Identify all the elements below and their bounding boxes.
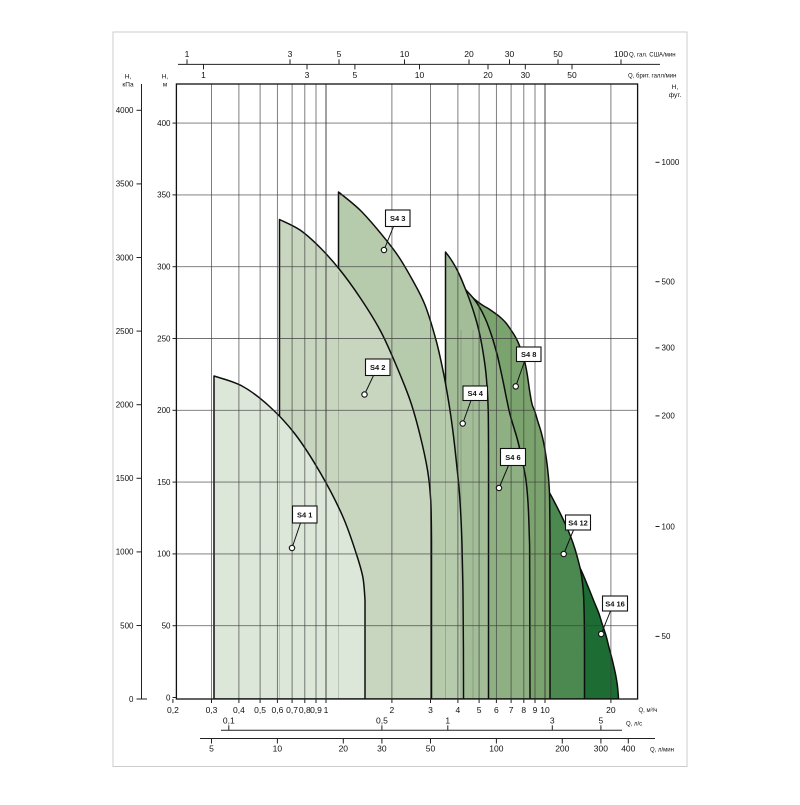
- svg-text:50: 50: [426, 744, 436, 754]
- svg-text:30: 30: [377, 744, 387, 754]
- svg-text:3: 3: [428, 705, 433, 715]
- svg-text:10: 10: [400, 49, 410, 59]
- svg-text:S4 1: S4 1: [297, 510, 312, 519]
- svg-text:200: 200: [662, 412, 676, 421]
- svg-text:S4 3: S4 3: [390, 214, 405, 223]
- svg-text:S4 16: S4 16: [605, 599, 625, 608]
- svg-text:0: 0: [166, 693, 171, 702]
- svg-text:1: 1: [185, 49, 190, 59]
- svg-text:4: 4: [456, 705, 461, 715]
- svg-text:S4 6: S4 6: [505, 453, 520, 462]
- svg-text:0,5: 0,5: [376, 716, 388, 726]
- svg-text:5: 5: [209, 744, 214, 754]
- svg-text:10: 10: [540, 705, 550, 715]
- svg-text:5: 5: [337, 49, 342, 59]
- svg-text:3000: 3000: [116, 253, 134, 262]
- svg-text:3: 3: [305, 70, 310, 80]
- svg-text:м: м: [163, 82, 168, 89]
- svg-text:S4 8: S4 8: [521, 350, 536, 359]
- svg-text:Q, гал. США/мин: Q, гал. США/мин: [629, 53, 676, 59]
- svg-text:0,2: 0,2: [167, 705, 179, 715]
- svg-text:3500: 3500: [116, 180, 134, 189]
- svg-text:2: 2: [390, 705, 395, 715]
- svg-text:20: 20: [464, 49, 474, 59]
- svg-text:20: 20: [483, 70, 493, 80]
- svg-text:2500: 2500: [116, 327, 134, 336]
- svg-text:S4 2: S4 2: [370, 363, 385, 372]
- svg-text:400: 400: [621, 744, 635, 754]
- svg-text:50: 50: [567, 70, 577, 80]
- svg-text:Q, л/мин: Q, л/мин: [650, 748, 674, 754]
- svg-text:0,3: 0,3: [206, 705, 218, 715]
- svg-text:100: 100: [614, 49, 628, 59]
- svg-text:5: 5: [599, 716, 604, 726]
- svg-text:3: 3: [550, 716, 555, 726]
- svg-text:H,: H,: [672, 84, 679, 91]
- svg-text:300: 300: [594, 744, 608, 754]
- svg-text:3: 3: [288, 49, 293, 59]
- svg-text:50: 50: [553, 49, 563, 59]
- svg-text:2000: 2000: [116, 401, 134, 410]
- svg-text:10: 10: [415, 70, 425, 80]
- svg-text:8: 8: [521, 705, 526, 715]
- svg-text:0,6: 0,6: [271, 705, 283, 715]
- svg-text:200: 200: [555, 744, 569, 754]
- svg-text:4000: 4000: [116, 106, 134, 115]
- svg-text:500: 500: [120, 621, 134, 630]
- svg-text:20: 20: [339, 744, 349, 754]
- svg-text:5: 5: [353, 70, 358, 80]
- svg-text:0,8: 0,8: [299, 705, 311, 715]
- svg-text:S4 4: S4 4: [468, 389, 484, 398]
- svg-text:Q, брит. галл/мин: Q, брит. галл/мин: [628, 74, 676, 80]
- svg-text:кПа: кПа: [122, 82, 134, 89]
- svg-text:6: 6: [494, 705, 499, 715]
- svg-text:200: 200: [157, 406, 171, 415]
- svg-text:0: 0: [129, 695, 134, 704]
- svg-text:0,5: 0,5: [254, 705, 266, 715]
- svg-text:150: 150: [157, 478, 171, 487]
- svg-text:1: 1: [324, 705, 329, 715]
- svg-text:50: 50: [662, 632, 671, 641]
- svg-text:250: 250: [157, 334, 171, 343]
- svg-text:500: 500: [662, 278, 676, 287]
- svg-text:0,4: 0,4: [233, 705, 245, 715]
- svg-text:350: 350: [157, 191, 171, 200]
- svg-text:1: 1: [201, 70, 206, 80]
- svg-text:30: 30: [505, 49, 515, 59]
- svg-text:1: 1: [445, 716, 450, 726]
- svg-text:9: 9: [533, 705, 538, 715]
- svg-text:100: 100: [157, 550, 171, 559]
- svg-text:100: 100: [489, 744, 503, 754]
- svg-text:50: 50: [162, 622, 171, 631]
- svg-text:10: 10: [273, 744, 283, 754]
- svg-text:5: 5: [477, 705, 482, 715]
- svg-text:1000: 1000: [116, 548, 134, 557]
- svg-text:20: 20: [606, 705, 616, 715]
- svg-text:S4 12: S4 12: [568, 518, 588, 527]
- svg-text:0,9: 0,9: [310, 705, 322, 715]
- svg-text:400: 400: [157, 119, 171, 128]
- svg-text:0,1: 0,1: [223, 716, 235, 726]
- svg-text:фут.: фут.: [669, 92, 682, 99]
- svg-text:Q, л/с: Q, л/с: [626, 722, 642, 728]
- svg-text:0,7: 0,7: [286, 705, 298, 715]
- svg-text:300: 300: [662, 344, 676, 353]
- svg-text:100: 100: [662, 522, 676, 531]
- svg-text:7: 7: [509, 705, 514, 715]
- svg-text:Q, м³/ч: Q, м³/ч: [639, 708, 658, 714]
- svg-text:H,: H,: [162, 74, 169, 81]
- svg-text:1000: 1000: [662, 158, 680, 167]
- svg-text:H,: H,: [125, 74, 132, 81]
- svg-text:300: 300: [157, 263, 171, 272]
- svg-text:30: 30: [521, 70, 531, 80]
- svg-text:1500: 1500: [116, 474, 134, 483]
